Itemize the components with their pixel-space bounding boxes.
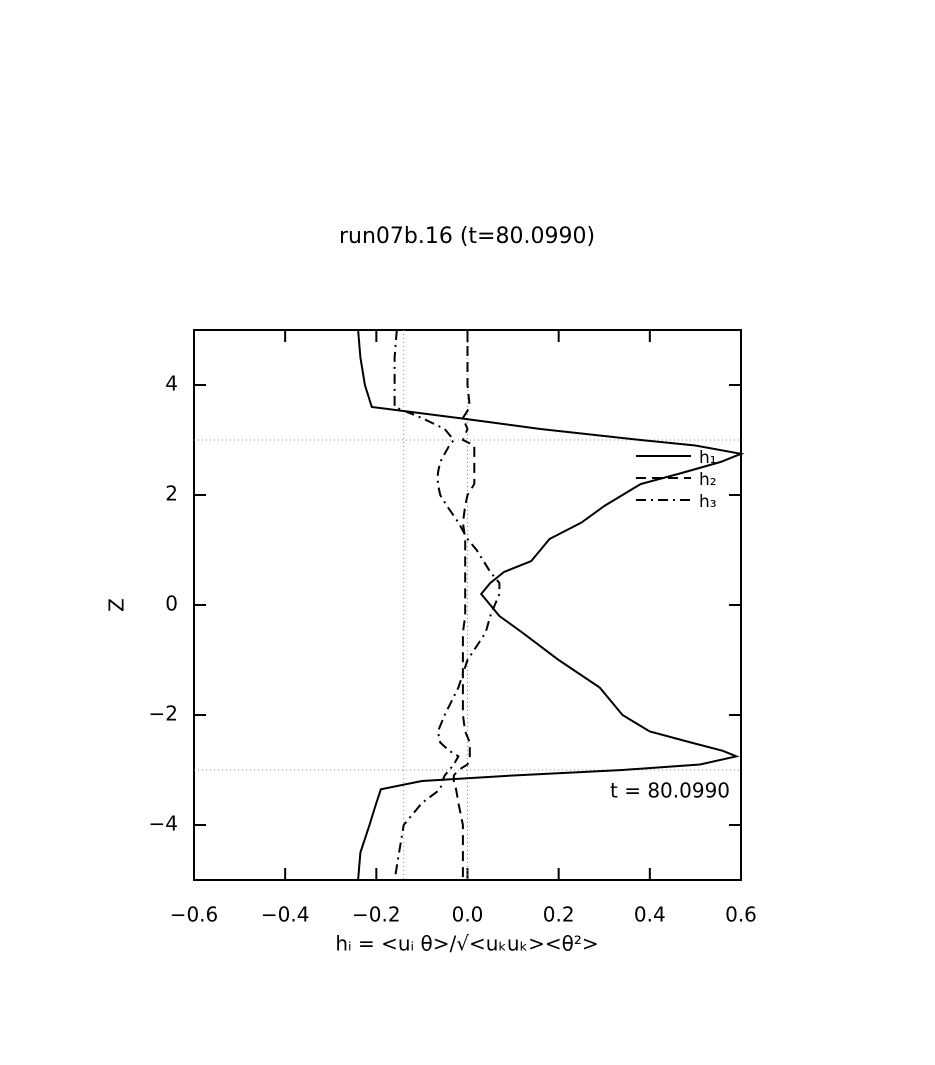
series-line <box>452 330 476 880</box>
x-tick-label: 0.2 <box>543 903 575 927</box>
x-tick-label: −0.2 <box>352 903 401 927</box>
series-line <box>357 329 745 881</box>
x-tick-label: 0.4 <box>634 903 666 927</box>
chart-title: run07b.16 (t=80.0990) <box>339 224 595 249</box>
x-tick-label: −0.6 <box>170 903 219 927</box>
x-axis-label: hᵢ = <uᵢ θ>/√<uₖuₖ><θ²> <box>335 932 598 956</box>
y-tick-label: 4 <box>165 372 178 396</box>
legend-label: h₁ <box>699 448 717 468</box>
y-tick-label: 2 <box>165 482 178 506</box>
legend-label: h₂ <box>699 470 717 490</box>
y-axis-label: Z <box>105 598 129 612</box>
y-tick-label: −2 <box>149 702 178 726</box>
y-tick-label: −4 <box>149 812 178 836</box>
x-tick-label: −0.4 <box>261 903 310 927</box>
series-line <box>393 329 501 881</box>
x-tick-label: 0.6 <box>725 903 757 927</box>
annotation: t = 80.0990 <box>610 779 730 803</box>
y-tick-label: 0 <box>165 592 178 616</box>
legend-label: h₃ <box>699 492 717 512</box>
x-tick-label: 0.0 <box>452 903 484 927</box>
